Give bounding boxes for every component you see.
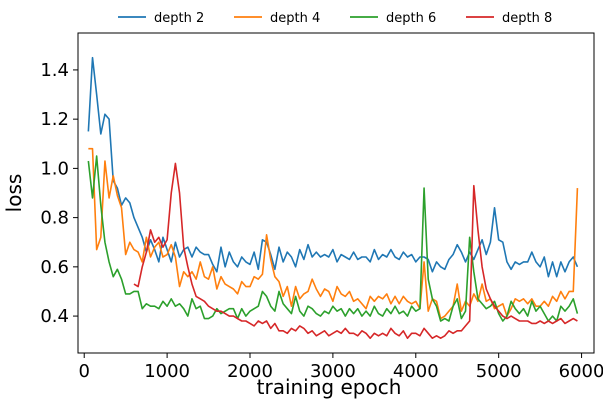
y-axis-title: loss [2, 174, 26, 213]
x-tick-label: 6000 [559, 361, 603, 382]
series-line-depth-8 [133, 162, 578, 340]
series-line-depth-6 [87, 155, 579, 322]
x-tick-label: 3000 [310, 361, 356, 382]
plot-lines [87, 56, 579, 340]
legend: depth 2 depth 4 depth 6 depth 8 [118, 11, 552, 26]
axes-frame [77, 32, 595, 354]
x-tick-label: 2000 [227, 361, 273, 382]
y-tick-label: 0.8 [40, 208, 69, 229]
series-line-depth-4 [88, 147, 579, 320]
legend-label-depth-4: depth 4 [270, 11, 320, 26]
y-tick-label: 1.2 [40, 109, 69, 130]
legend-label-depth-6: depth 6 [386, 11, 436, 26]
y-tick-label: 1.0 [40, 158, 69, 179]
series-line-depth-2 [87, 56, 579, 278]
x-axis-ticks: 0 1000 2000 3000 4000 5000 6000 [78, 353, 603, 382]
x-axis-title: training epoch [257, 375, 402, 399]
legend-label-depth-8: depth 8 [502, 11, 552, 26]
x-tick-label: 5000 [476, 361, 522, 382]
y-axis-ticks: 0.4 0.6 0.8 1.0 1.2 1.4 [40, 60, 78, 327]
x-tick-label: 4000 [393, 361, 439, 382]
x-tick-label: 0 [78, 361, 89, 382]
y-tick-label: 0.4 [40, 306, 69, 327]
legend-label-depth-2: depth 2 [154, 11, 204, 26]
y-tick-label: 1.4 [40, 60, 69, 81]
y-tick-label: 0.6 [40, 257, 69, 278]
x-tick-label: 1000 [144, 361, 190, 382]
